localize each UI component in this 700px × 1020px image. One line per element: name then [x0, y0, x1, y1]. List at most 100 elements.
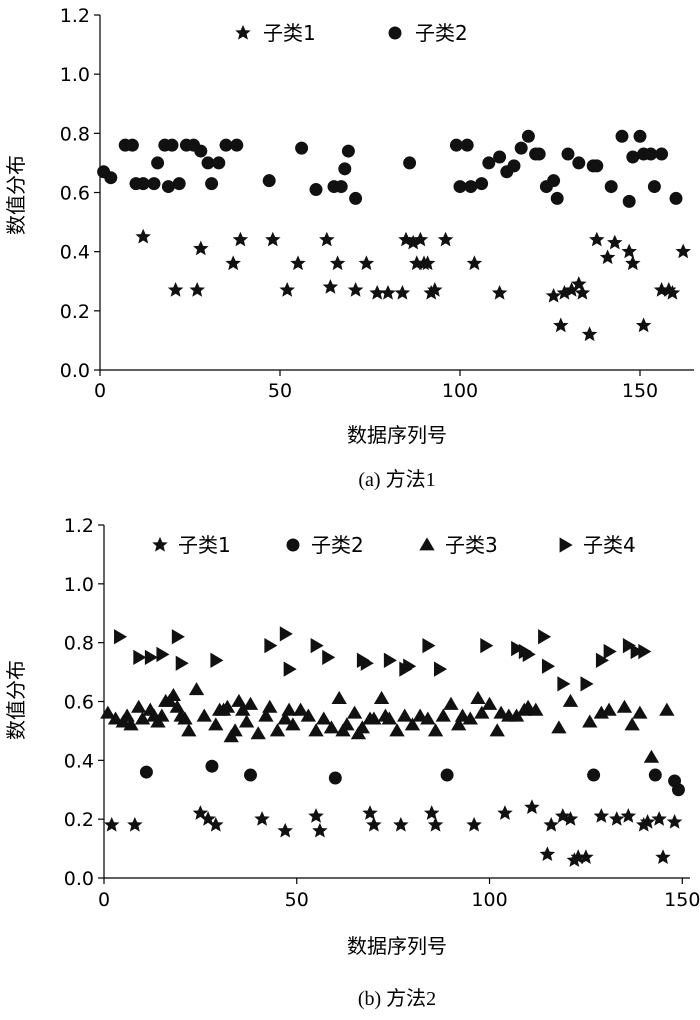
data-point	[675, 243, 691, 259]
data-point	[210, 652, 224, 668]
data-point	[589, 231, 605, 247]
y-tick-label: 0.4	[64, 750, 94, 772]
chart-b-y-ticks: 0.0 0.2 0.4 0.6 0.8 1.0 1.2	[64, 515, 104, 890]
data-point	[443, 696, 459, 710]
data-point	[389, 723, 405, 737]
data-point	[312, 822, 328, 838]
chart-a-legend: 子类1 子类2	[235, 21, 468, 45]
data-point	[435, 708, 451, 722]
y-tick-label: 0.8	[64, 633, 94, 655]
data-point	[545, 287, 562, 303]
data-point	[599, 249, 616, 265]
data-point	[462, 711, 478, 725]
data-point	[581, 326, 598, 342]
data-point	[539, 846, 556, 862]
y-tick-label: 0.6	[64, 692, 94, 714]
data-point	[508, 708, 525, 722]
data-point	[466, 255, 483, 271]
data-point	[189, 282, 205, 297]
data-point	[604, 180, 618, 194]
data-point	[358, 255, 375, 271]
legend-marker-circle	[286, 538, 300, 552]
data-point	[366, 711, 382, 725]
legend-marker-star	[152, 536, 168, 552]
chart-a-x-axis-label: 数据序列号	[347, 423, 447, 447]
data-point	[134, 711, 151, 725]
data-point	[590, 159, 604, 173]
data-point	[279, 282, 295, 297]
x-tick-label: 150	[664, 889, 700, 911]
data-point	[227, 723, 243, 737]
data-point	[172, 177, 186, 191]
data-point	[521, 129, 535, 143]
data-point	[277, 711, 293, 725]
chart-b-y-axis-label: 数值分布	[4, 660, 28, 740]
data-point	[491, 284, 508, 300]
y-tick-label: 0.6	[60, 183, 90, 205]
data-point	[511, 640, 525, 657]
data-point	[212, 156, 226, 170]
data-point	[522, 646, 536, 663]
data-point	[269, 723, 286, 737]
data-point	[621, 243, 637, 259]
data-point	[362, 805, 378, 820]
data-point	[235, 702, 251, 716]
data-point	[156, 646, 170, 663]
data-point	[547, 174, 561, 188]
data-point	[331, 690, 347, 704]
data-point	[232, 231, 249, 247]
data-point	[595, 652, 609, 668]
data-point	[562, 693, 579, 707]
data-point	[561, 147, 575, 161]
series-4	[114, 626, 652, 692]
data-point	[208, 717, 224, 731]
data-point	[449, 138, 463, 152]
legend-label: 子类2	[415, 21, 468, 45]
data-point	[133, 649, 147, 666]
data-point	[422, 637, 436, 654]
data-point	[615, 129, 629, 143]
data-point	[625, 255, 641, 271]
data-point	[630, 643, 644, 660]
data-point	[360, 655, 374, 671]
data-point	[309, 183, 323, 197]
data-point	[219, 699, 236, 713]
data-point	[622, 637, 636, 654]
data-point	[466, 816, 482, 832]
data-point	[404, 717, 421, 731]
y-tick-label: 1.0	[64, 574, 94, 596]
data-point	[242, 696, 259, 710]
data-point	[135, 228, 151, 244]
data-point	[507, 159, 521, 173]
data-point	[250, 726, 266, 740]
data-point	[622, 194, 636, 208]
data-point	[601, 702, 617, 716]
legend-label: 子类1	[263, 21, 316, 45]
data-point	[620, 808, 637, 823]
data-point	[427, 723, 444, 737]
legend-label: 子类4	[583, 533, 636, 557]
y-tick-label: 0.2	[60, 301, 90, 323]
data-point	[181, 723, 197, 737]
chart-b-marks	[100, 626, 685, 867]
y-tick-label: 0.2	[64, 809, 94, 831]
data-point	[323, 720, 340, 734]
data-point	[225, 255, 241, 271]
data-point	[635, 317, 652, 333]
data-point	[136, 177, 150, 191]
data-point	[151, 156, 165, 170]
data-point	[127, 816, 143, 832]
chart-a-x-ticks: 0 50 100 150	[94, 370, 658, 402]
x-tick-label: 0	[98, 889, 110, 911]
chart-a-y-axis: 0.0 0.2 0.4 0.6 0.8 1.0 1.2	[60, 5, 101, 382]
data-point	[175, 655, 189, 671]
data-point	[147, 177, 161, 191]
data-point	[543, 816, 559, 832]
chart-b-x-axis: 0 50 100 150	[98, 877, 700, 911]
y-tick-label: 0.8	[60, 123, 90, 145]
data-point	[144, 649, 158, 666]
data-point	[322, 649, 336, 666]
y-tick-label: 1.2	[64, 515, 94, 537]
data-point	[475, 177, 489, 191]
data-point	[322, 279, 339, 294]
